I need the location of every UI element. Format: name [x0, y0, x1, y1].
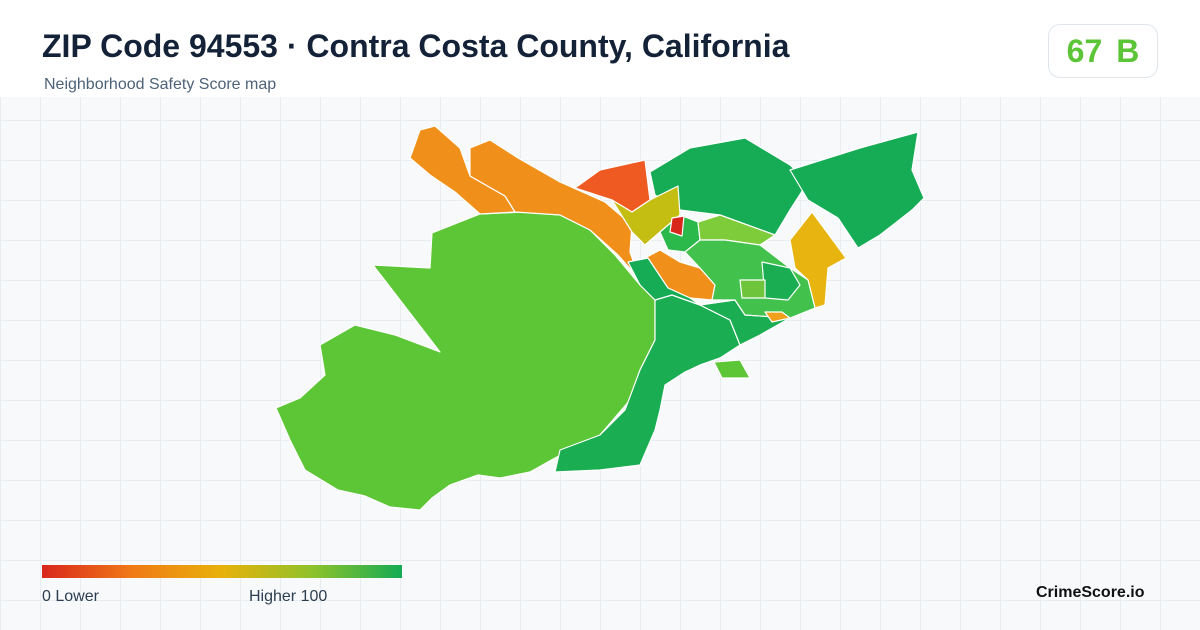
map-region — [739, 279, 766, 299]
header-panel — [0, 0, 1200, 97]
map-region — [713, 359, 751, 379]
brand-logo-text[interactable]: CrimeScore.io — [1036, 584, 1145, 601]
map-region — [789, 211, 847, 309]
safety-score-badge: 67 B — [1048, 24, 1158, 78]
legend-gradient-bar — [42, 565, 402, 578]
legend-low-label: 0 Lower — [42, 588, 99, 605]
page-title: ZIP Code 94553 · Contra Costa County, Ca… — [42, 28, 790, 64]
page-subtitle: Neighborhood Safety Score map — [44, 76, 277, 93]
map-region — [764, 311, 791, 323]
score-grade: B — [1116, 32, 1140, 69]
map-region — [627, 257, 701, 306]
legend-high-label: Higher 100 — [249, 588, 328, 605]
map-region — [789, 131, 925, 249]
score-value: 67 — [1066, 32, 1103, 69]
map-region — [669, 215, 685, 237]
